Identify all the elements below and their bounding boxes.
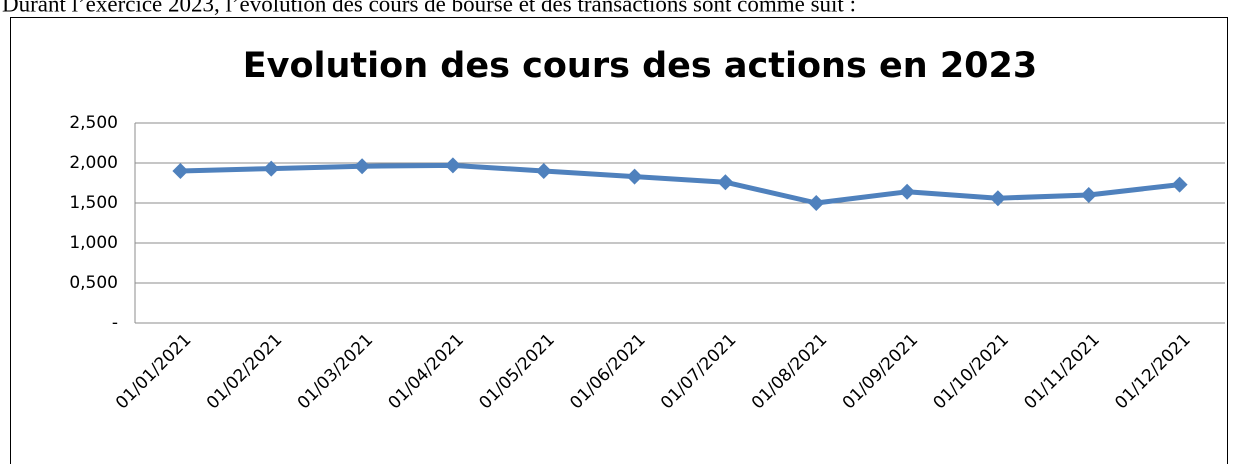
marker: [717, 174, 734, 191]
y-tick-label: 2,000: [69, 153, 118, 173]
marker: [444, 157, 461, 174]
marker: [263, 160, 280, 177]
marker: [1080, 187, 1097, 203]
marker: [172, 163, 189, 179]
line: [180, 162, 1180, 206]
marker: [535, 163, 552, 179]
intro-text: Durant l’exercice 2023, l’évolution des …: [2, 0, 856, 16]
y-tick-label: 2,500: [69, 113, 118, 133]
marker: [989, 190, 1006, 207]
y-tick-label: 0,500: [69, 273, 118, 293]
marker: [808, 195, 825, 211]
y-tick-label: 1,000: [69, 233, 118, 253]
marker: [1171, 176, 1188, 193]
marker: [354, 158, 371, 175]
marker: [626, 168, 643, 185]
chart-border: [10, 17, 1228, 464]
chart-title: Evolution des cours des actions en 2023: [243, 46, 1038, 86]
y-tick-label: 1,500: [69, 193, 118, 213]
y-tick-label: -: [112, 313, 118, 333]
marker: [899, 183, 916, 200]
